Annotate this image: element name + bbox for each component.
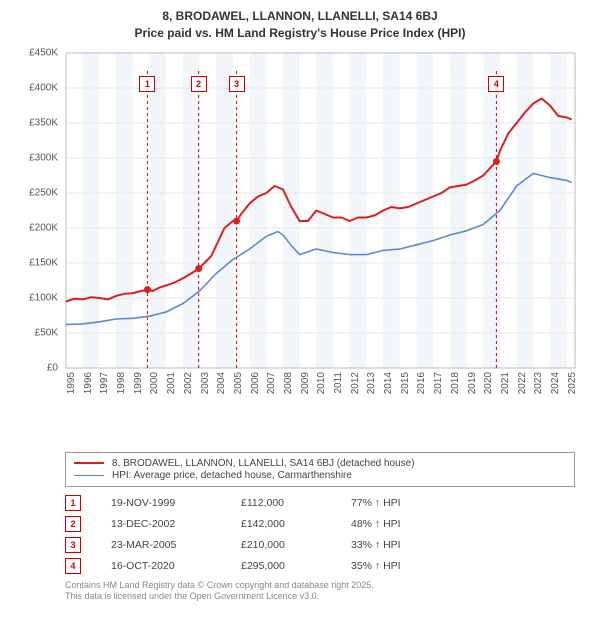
- chart-legend: 8, BRODAWEL, LLANNON, LLANELLI, SA14 6BJ…: [65, 452, 575, 487]
- y-tick-label: £400K: [16, 82, 58, 93]
- y-tick-label: £200K: [16, 222, 58, 233]
- legend-swatch: [74, 462, 104, 464]
- event-badge-marker: 3: [229, 76, 245, 92]
- y-tick-label: £100K: [16, 292, 58, 303]
- event-hpi: 35% ↑ HPI: [351, 560, 461, 572]
- attribution-text: Contains HM Land Registry data © Crown c…: [65, 580, 575, 603]
- title-address: 8, BRODAWEL, LLANNON, LLANELLI, SA14 6BJ: [10, 8, 590, 25]
- chart-svg: [20, 48, 580, 408]
- event-badge-marker: 2: [191, 76, 207, 92]
- x-tick-label: 2025: [567, 372, 600, 394]
- chart-titles: 8, BRODAWEL, LLANNON, LLANELLI, SA14 6BJ…: [10, 8, 590, 42]
- y-tick-label: £450K: [16, 47, 58, 58]
- event-date: 23-MAR-2005: [111, 539, 241, 551]
- event-badge: 4: [65, 558, 81, 574]
- y-tick-label: £350K: [16, 117, 58, 128]
- event-badge-marker: 4: [488, 76, 504, 92]
- legend-label: 8, BRODAWEL, LLANNON, LLANELLI, SA14 6BJ…: [112, 458, 415, 469]
- y-tick-label: £50K: [16, 327, 58, 338]
- event-price: £142,000: [241, 518, 351, 530]
- event-badge: 1: [65, 495, 81, 511]
- event-price: £295,000: [241, 560, 351, 572]
- event-badge: 3: [65, 537, 81, 553]
- event-price: £210,000: [241, 539, 351, 551]
- y-tick-label: £0: [16, 362, 58, 373]
- title-subtitle: Price paid vs. HM Land Registry's House …: [10, 25, 590, 42]
- table-row: 1 19-NOV-1999 £112,000 77% ↑ HPI: [65, 495, 575, 511]
- chart-plot: £0£50K£100K£150K£200K£250K£300K£350K£400…: [20, 48, 580, 408]
- event-hpi: 77% ↑ HPI: [351, 497, 461, 509]
- y-tick-label: £300K: [16, 152, 58, 163]
- legend-label: HPI: Average price, detached house, Carm…: [112, 470, 352, 481]
- event-price: £112,000: [241, 497, 351, 509]
- y-tick-label: £150K: [16, 257, 58, 268]
- event-badge: 2: [65, 516, 81, 532]
- legend-row: 8, BRODAWEL, LLANNON, LLANELLI, SA14 6BJ…: [74, 458, 566, 469]
- attribution-line: Contains HM Land Registry data © Crown c…: [65, 580, 575, 592]
- event-badge-marker: 1: [139, 76, 155, 92]
- table-row: 4 16-OCT-2020 £295,000 35% ↑ HPI: [65, 558, 575, 574]
- event-date: 13-DEC-2002: [111, 518, 241, 530]
- table-row: 2 13-DEC-2002 £142,000 48% ↑ HPI: [65, 516, 575, 532]
- table-row: 3 23-MAR-2005 £210,000 33% ↑ HPI: [65, 537, 575, 553]
- event-hpi: 33% ↑ HPI: [351, 539, 461, 551]
- y-tick-label: £250K: [16, 187, 58, 198]
- event-hpi: 48% ↑ HPI: [351, 518, 461, 530]
- event-date: 19-NOV-1999: [111, 497, 241, 509]
- event-date: 16-OCT-2020: [111, 560, 241, 572]
- chart-container: 8, BRODAWEL, LLANNON, LLANELLI, SA14 6BJ…: [0, 0, 600, 608]
- events-table: 1 19-NOV-1999 £112,000 77% ↑ HPI 2 13-DE…: [65, 495, 575, 574]
- legend-swatch: [74, 475, 104, 476]
- attribution-line: This data is licensed under the Open Gov…: [65, 591, 575, 603]
- legend-row: HPI: Average price, detached house, Carm…: [74, 470, 566, 481]
